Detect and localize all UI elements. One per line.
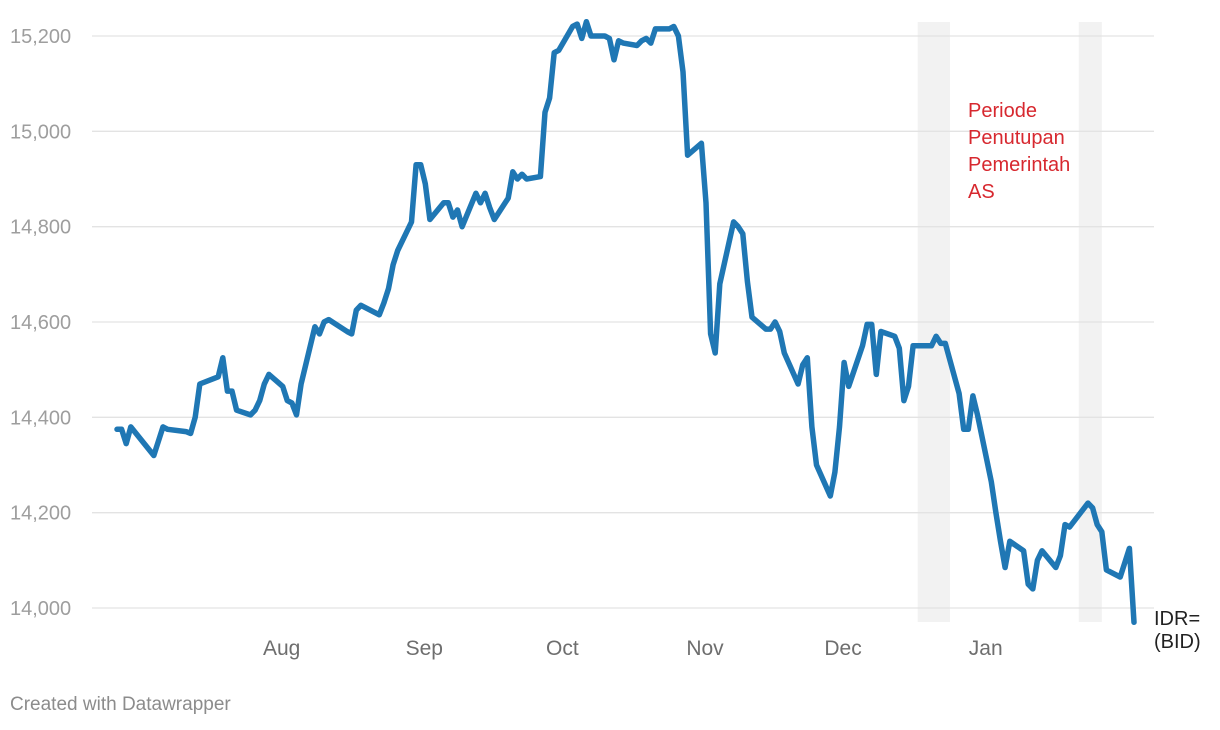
y-tick-label: 14,200 — [10, 503, 71, 525]
line-chart: 15,200 15,000 14,800 14,600 14,400 14,200 14,0… — [10, 18, 1201, 660]
x-tick-label: Jan — [969, 637, 1003, 660]
shutdown-annotation: Periode Penutupan Pemerintah AS — [968, 100, 1070, 203]
series-end-label: IDR= (BID) — [1154, 608, 1201, 653]
series-line-idr-bid — [114, 18, 1137, 626]
x-tick-label: Sep — [406, 637, 443, 660]
annotation-line: Periode — [968, 100, 1037, 122]
y-tick-label: 14,000 — [10, 598, 71, 620]
y-tick-label: 14,800 — [10, 217, 71, 239]
series-label-line: (BID) — [1154, 631, 1201, 653]
y-tick-label: 14,600 — [10, 312, 71, 334]
x-tick-label: Aug — [263, 637, 300, 660]
series-label-line: IDR= — [1154, 608, 1200, 630]
y-tick-label: 14,400 — [10, 407, 71, 429]
y-tick-label: 15,000 — [10, 121, 71, 143]
footer-credit: Created with Datawrapper — [10, 694, 231, 715]
annotation-line: AS — [968, 181, 995, 203]
y-axis-ticks: 15,200 15,000 14,800 14,600 14,400 14,200 14,0… — [10, 26, 71, 620]
gridlines — [92, 35, 1154, 609]
x-tick-label: Dec — [824, 637, 861, 660]
x-tick-label: Oct — [546, 637, 579, 660]
x-axis-ticks: Aug Sep Oct Nov Dec Jan — [263, 637, 1003, 660]
annotation-line: Pemerintah — [968, 154, 1070, 176]
y-tick-label: 15,200 — [10, 26, 71, 48]
annotation-line: Penutupan — [968, 127, 1065, 149]
x-tick-label: Nov — [686, 637, 724, 660]
